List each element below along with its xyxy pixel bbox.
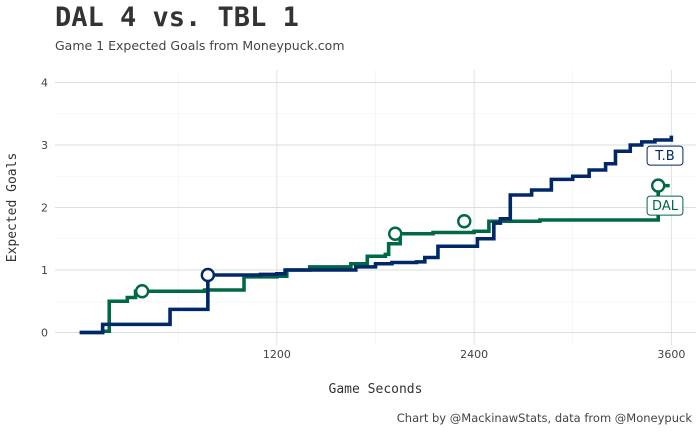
goal-marker-dal — [457, 214, 472, 229]
series-line-tb — [79, 135, 674, 335]
chart-subtitle: Game 1 Expected Goals from Moneypuck.com — [55, 38, 345, 53]
goal-marker-dal — [134, 284, 150, 299]
chart-title: DAL 4 vs. TBL 1 — [55, 2, 299, 33]
x-tick-label: 3600 — [657, 348, 685, 361]
x-tick-label: 1200 — [263, 348, 291, 361]
end-label-dal: DAL — [652, 199, 679, 214]
x-axis-title: Game Seconds — [329, 382, 423, 397]
y-tick-label: 4 — [41, 77, 48, 90]
y-axis-title: Expected Goals — [5, 153, 20, 263]
y-tick-label: 2 — [41, 202, 48, 215]
goal-marker-dal — [388, 226, 403, 241]
x-tick-label: 2400 — [460, 348, 488, 361]
chart-caption: Chart by @MackinawStats, data from @Mone… — [396, 411, 692, 425]
end-label-tb: T.B — [654, 149, 674, 164]
end-label-box — [646, 195, 684, 216]
goal-marker-tb — [200, 267, 216, 283]
y-tick-label: 3 — [41, 139, 48, 152]
y-tick-label: 0 — [41, 327, 48, 340]
goal-marker-dal — [650, 178, 666, 193]
y-tick-label: 1 — [41, 264, 48, 277]
end-label-box — [646, 145, 684, 166]
